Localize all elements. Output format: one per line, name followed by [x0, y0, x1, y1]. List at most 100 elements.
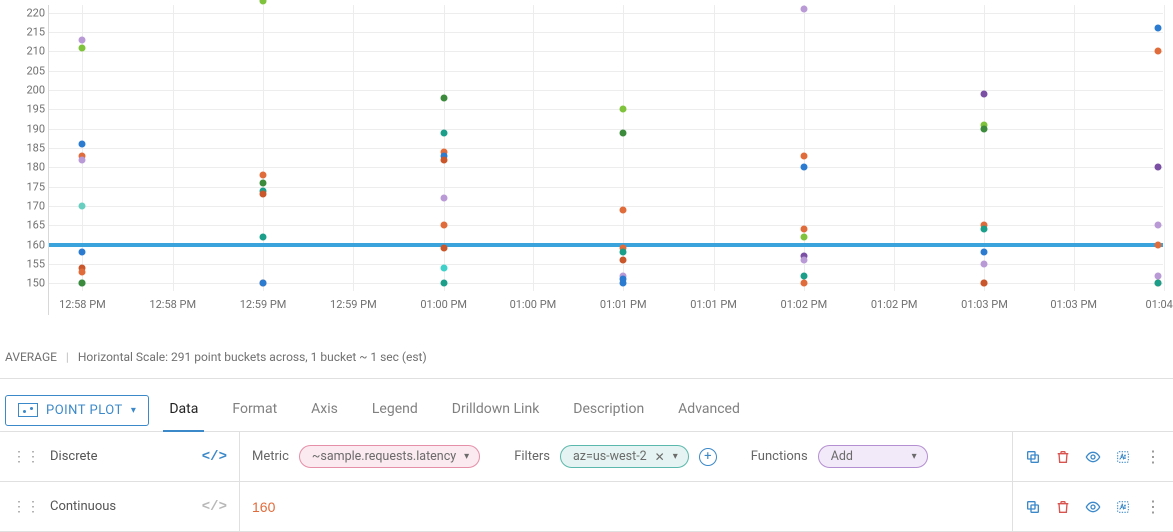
- query-body-cell: [240, 482, 1013, 531]
- functions-label: Functions: [751, 449, 808, 464]
- x-gridline: [1074, 5, 1075, 291]
- more-menu-icon[interactable]: ⋮: [1145, 497, 1161, 516]
- aggregation-label: AVERAGE: [5, 350, 57, 364]
- data-point[interactable]: [800, 164, 807, 171]
- tab-drilldown-link[interactable]: Drilldown Link: [450, 389, 542, 431]
- data-point[interactable]: [79, 36, 86, 43]
- data-point[interactable]: [620, 249, 627, 256]
- data-point[interactable]: [1155, 222, 1162, 229]
- data-point[interactable]: [1155, 241, 1162, 248]
- data-point[interactable]: [440, 245, 447, 252]
- add-filter-button[interactable]: +: [699, 448, 717, 466]
- ai-assist-icon[interactable]: AI: [1115, 449, 1131, 465]
- tab-description[interactable]: Description: [571, 389, 646, 431]
- x-gridline: [533, 5, 534, 291]
- copy-icon[interactable]: [1025, 499, 1041, 515]
- data-point[interactable]: [800, 272, 807, 279]
- data-point[interactable]: [981, 125, 988, 132]
- data-point[interactable]: [620, 106, 627, 113]
- code-toggle-icon[interactable]: </>: [202, 499, 227, 515]
- data-point[interactable]: [800, 257, 807, 264]
- tab-legend[interactable]: Legend: [370, 389, 420, 431]
- trash-icon[interactable]: [1055, 499, 1071, 515]
- x-tick-label: 12:59 PM: [330, 298, 377, 311]
- ai-assist-icon[interactable]: AI: [1115, 499, 1131, 515]
- tab-data[interactable]: Data: [167, 389, 200, 431]
- data-point[interactable]: [800, 5, 807, 12]
- functions-pill[interactable]: Add ▾: [818, 445, 928, 468]
- scatter-chart[interactable]: 1501551601651701751801851901952002052102…: [48, 5, 1163, 315]
- metric-pill[interactable]: ~sample.requests.latency ▾: [299, 445, 480, 468]
- data-point[interactable]: [79, 44, 86, 51]
- data-point[interactable]: [981, 249, 988, 256]
- data-point[interactable]: [620, 257, 627, 264]
- data-point[interactable]: [440, 94, 447, 101]
- tab-axis[interactable]: Axis: [309, 389, 340, 431]
- x-gridline: [804, 5, 805, 291]
- data-point[interactable]: [79, 280, 86, 287]
- data-point[interactable]: [440, 195, 447, 202]
- data-point[interactable]: [800, 226, 807, 233]
- data-point[interactable]: [620, 280, 627, 287]
- tab-advanced[interactable]: Advanced: [676, 389, 742, 431]
- trash-icon[interactable]: [1055, 449, 1071, 465]
- data-point[interactable]: [440, 264, 447, 271]
- data-point[interactable]: [79, 202, 86, 209]
- data-point[interactable]: [620, 206, 627, 213]
- data-point[interactable]: [1155, 164, 1162, 171]
- data-point[interactable]: [79, 141, 86, 148]
- filters-label: Filters: [514, 449, 550, 464]
- data-point[interactable]: [800, 280, 807, 287]
- query-rows: ⋮⋮ Discrete </> Metric ~sample.requests.…: [0, 431, 1173, 532]
- filter-pill[interactable]: az=us-west-2 ✕ ▾: [560, 445, 689, 468]
- data-point[interactable]: [260, 179, 267, 186]
- data-point[interactable]: [79, 156, 86, 163]
- visibility-icon[interactable]: [1085, 449, 1101, 465]
- y-gridline: [49, 283, 1163, 284]
- query-name[interactable]: Discrete: [50, 449, 98, 464]
- threshold-line: [49, 243, 1163, 247]
- x-tick-label: 12:58 PM: [59, 298, 106, 311]
- data-point[interactable]: [981, 260, 988, 267]
- drag-handle-icon[interactable]: ⋮⋮: [12, 449, 40, 465]
- data-point[interactable]: [620, 129, 627, 136]
- query-name-cell: ⋮⋮ Discrete </>: [0, 432, 240, 481]
- data-point[interactable]: [800, 233, 807, 240]
- query-value-input[interactable]: [252, 499, 1000, 515]
- data-point[interactable]: [79, 268, 86, 275]
- data-point[interactable]: [981, 226, 988, 233]
- data-point[interactable]: [260, 233, 267, 240]
- data-point[interactable]: [440, 156, 447, 163]
- data-point[interactable]: [260, 191, 267, 198]
- data-point[interactable]: [800, 152, 807, 159]
- y-tick-label: 215: [11, 26, 45, 39]
- data-point[interactable]: [260, 0, 267, 5]
- data-point[interactable]: [260, 172, 267, 179]
- data-point[interactable]: [440, 222, 447, 229]
- drag-handle-icon[interactable]: ⋮⋮: [12, 499, 40, 515]
- config-tabs: Data Format Axis Legend Drilldown Link Descri…: [167, 389, 742, 431]
- data-point[interactable]: [440, 280, 447, 287]
- data-point[interactable]: [981, 90, 988, 97]
- y-gridline: [49, 148, 1163, 149]
- data-point[interactable]: [1155, 48, 1162, 55]
- data-point[interactable]: [981, 280, 988, 287]
- data-point[interactable]: [1155, 25, 1162, 32]
- tab-format[interactable]: Format: [230, 389, 279, 431]
- visibility-icon[interactable]: [1085, 499, 1101, 515]
- query-name[interactable]: Continuous: [50, 499, 116, 514]
- query-row: ⋮⋮ Continuous </> AI ⋮: [0, 482, 1173, 532]
- data-point[interactable]: [440, 129, 447, 136]
- more-menu-icon[interactable]: ⋮: [1145, 447, 1161, 466]
- data-point[interactable]: [79, 249, 86, 256]
- plot-type-button[interactable]: POINT PLOT ▾: [5, 395, 149, 426]
- data-point[interactable]: [1155, 272, 1162, 279]
- code-toggle-icon[interactable]: </>: [202, 449, 227, 465]
- data-point[interactable]: [1155, 280, 1162, 287]
- copy-icon[interactable]: [1025, 449, 1041, 465]
- y-gridline: [49, 206, 1163, 207]
- remove-filter-icon[interactable]: ✕: [655, 450, 665, 464]
- x-gridline: [173, 5, 174, 291]
- data-point[interactable]: [260, 280, 267, 287]
- y-tick-label: 160: [11, 238, 45, 251]
